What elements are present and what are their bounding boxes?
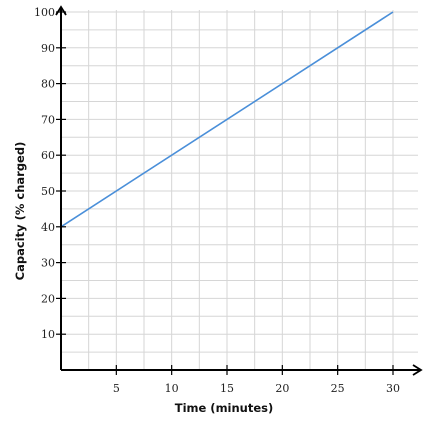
series-layer <box>60 11 394 228</box>
y-tick-label: 40 <box>41 221 55 234</box>
y-tick-label: 30 <box>41 257 55 270</box>
y-tick-label: 60 <box>41 149 55 162</box>
x-tick-label: 25 <box>331 382 345 395</box>
x-tick-label: 30 <box>386 382 400 395</box>
x-tick-label: 15 <box>220 382 234 395</box>
grid <box>61 10 418 370</box>
y-tick-label: 50 <box>41 185 55 198</box>
x-axis-title: Time (minutes) <box>175 401 274 415</box>
series-line-0 <box>60 11 394 228</box>
x-tick-label: 5 <box>113 382 120 395</box>
y-tick-label: 100 <box>34 6 55 19</box>
y-tick-label: 10 <box>41 328 55 341</box>
x-axis-arrow <box>412 364 423 376</box>
y-axis-title: Capacity (% charged) <box>13 142 27 281</box>
y-tick-label: 90 <box>41 42 55 55</box>
x-tick-label: 20 <box>275 382 289 395</box>
y-tick-label: 20 <box>41 292 55 305</box>
x-tick-label: 10 <box>165 382 179 395</box>
y-tick-label: 80 <box>41 78 55 91</box>
y-tick-label: 70 <box>41 113 55 126</box>
tick-labels: 5 10 15 20 25 30 10 20 30 40 50 60 70 80 90 100 <box>34 6 400 395</box>
